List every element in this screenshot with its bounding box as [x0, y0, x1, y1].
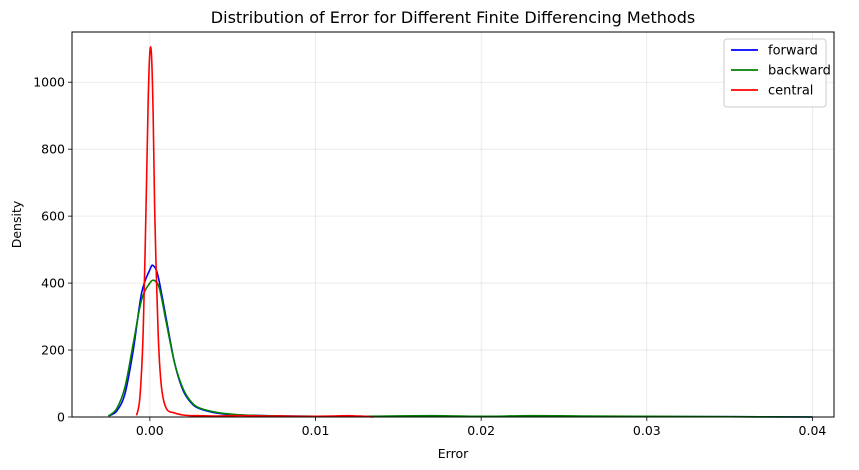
legend: forward backward central — [723, 38, 831, 108]
y-tick-label: 200 — [41, 343, 65, 358]
y-tick-label: 400 — [41, 276, 65, 291]
legend-label-central: central — [768, 84, 813, 99]
x-tick-label: 0.00 — [136, 423, 164, 438]
legend-label-forward: forward — [768, 44, 818, 59]
series-line-central — [135, 46, 374, 418]
y-tick-label: 800 — [41, 142, 65, 157]
y-axis-label: Density — [9, 200, 24, 248]
series-line-forward — [108, 264, 813, 418]
x-tick-label: 0.04 — [799, 423, 827, 438]
y-tick-label: 0 — [57, 410, 65, 425]
x-axis: 0.00 0.01 0.02 0.03 0.04 — [136, 417, 826, 438]
x-axis-label: Error — [438, 446, 469, 461]
y-tick-label: 1000 — [33, 75, 65, 90]
x-tick-label: 0.01 — [302, 423, 330, 438]
y-axis: 0 200 400 600 800 1000 — [33, 75, 72, 425]
series-line-backward — [107, 279, 813, 418]
y-tick-label: 600 — [41, 209, 65, 224]
x-tick-label: 0.03 — [633, 423, 661, 438]
series-layer — [107, 46, 813, 418]
plot-frame — [71, 31, 835, 418]
legend-label-backward: backward — [768, 64, 831, 79]
chart-title: Distribution of Error for Different Fini… — [211, 8, 695, 27]
grid — [72, 32, 834, 418]
x-tick-label: 0.02 — [467, 423, 495, 438]
